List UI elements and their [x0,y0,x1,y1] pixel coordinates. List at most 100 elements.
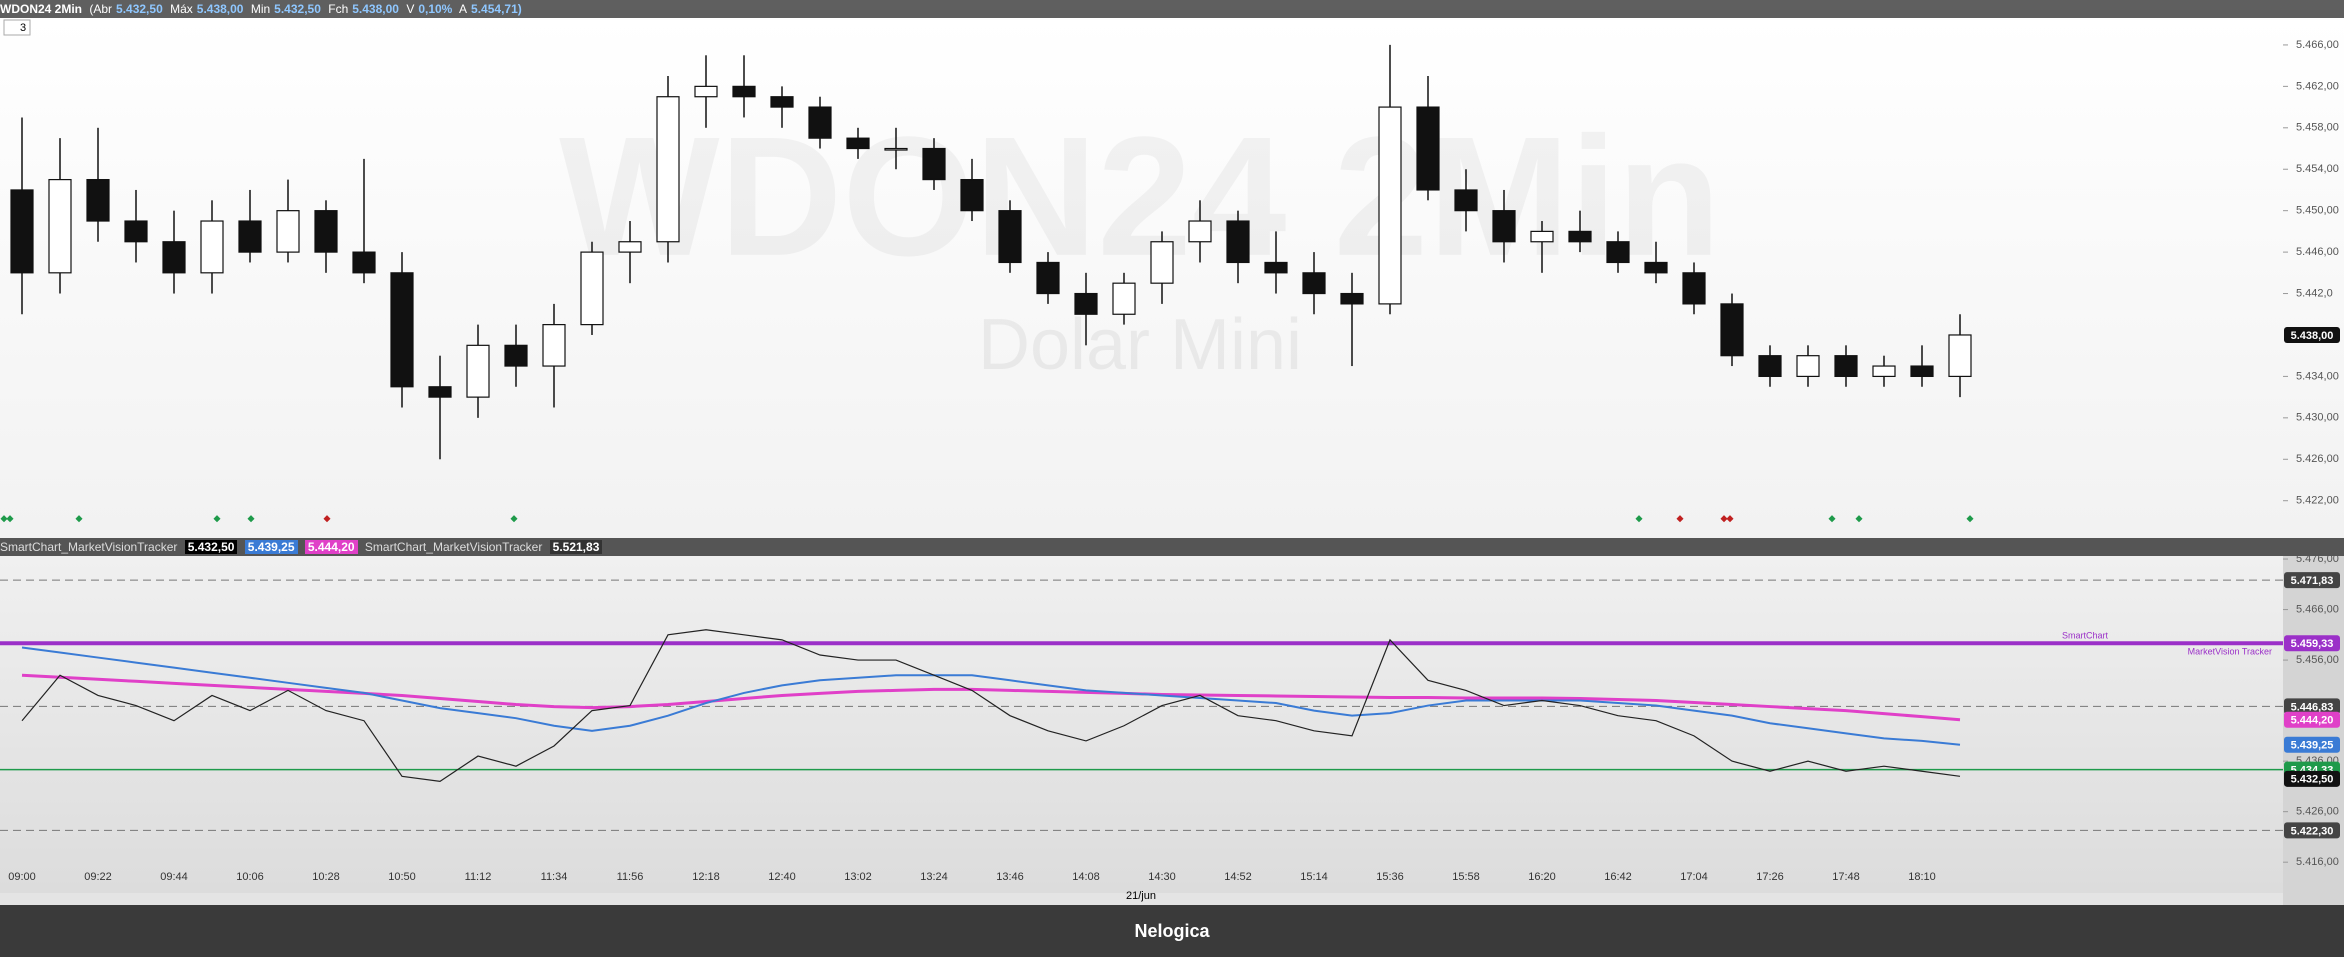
value: 5.438,00 [196,2,244,16]
candle-body [1492,210,1516,243]
x-tick-label: 14:08 [1072,871,1100,883]
period[interactable]: 3 [20,22,26,34]
y-tick-label: 5.426,00 [2296,806,2339,818]
candle-body [846,137,870,150]
candle-body [1682,272,1706,305]
candle-body [504,344,528,367]
label: Máx [170,2,193,16]
label: Fch [328,2,349,16]
candle-body [86,178,110,222]
candle-body [1416,106,1440,191]
y-tick-label: 5.466,00 [2296,603,2339,615]
indicator-name: SmartChart_MarketVisionTracker [364,540,543,554]
y-tick-label: 5.434,00 [2296,370,2339,382]
value: 5.438,00 [352,2,399,16]
series-line [21,646,1961,746]
value: 5.521,83 [549,540,603,554]
price-tag [2284,770,2340,787]
y-tick-label: 5.476,00 [2296,553,2339,565]
price-tag-label: 5.444,20 [2291,715,2334,727]
candle-body [580,251,604,326]
price-tag [2284,572,2340,589]
candle-body [1264,261,1288,274]
candle-body [1948,334,1972,378]
price-tag [2284,711,2340,728]
y-tick-label: 5.430,00 [2296,412,2339,424]
candle-body [1644,261,1668,274]
candle-body [808,106,832,139]
x-tick-label: 11:56 [617,871,644,883]
x-tick-label: 17:26 [1756,871,1784,883]
value: 0,10% [418,2,453,16]
candle-body [1568,230,1592,243]
candle-body [1834,355,1858,378]
candle-body [1302,272,1326,295]
y-tick-label: 5.442,0 [2296,287,2333,299]
y-tick-label: 5.458,00 [2296,122,2339,134]
y-tick-label: 5.426,00 [2296,453,2339,465]
price-tag-label: 5.459,33 [2291,638,2334,650]
candle-body [466,344,490,398]
series-line [21,629,1961,782]
candle-body [238,220,262,253]
footer-logo: Nelogica [0,905,2344,957]
candle-body [428,386,452,398]
candle-body [1074,292,1098,315]
candle-body [1454,189,1478,212]
candle-body [732,85,756,98]
y-tick-label: 5.466,00 [2296,39,2339,51]
candle-body [1340,292,1364,305]
y-tick-label: 5.422,00 [2296,495,2339,507]
candle-body [276,210,300,253]
x-tick-label: 17:04 [1680,871,1708,883]
candle-body [162,241,186,274]
candle-body [352,251,376,274]
candle-body [1720,303,1744,357]
symbol: WDON24 2Min [0,2,83,16]
value: 5.454,71) [471,2,522,16]
indicator-pane [0,556,2283,893]
price-tag [2284,698,2340,715]
price-tag [2284,635,2340,652]
indicator-bar: SmartChart_MarketVisionTracker 5.432,50 … [0,538,2344,556]
period-select[interactable] [3,19,31,36]
y-tick-label: 5.456,00 [2296,654,2339,666]
last-price-tag [2284,326,2340,343]
candle-body [314,210,338,253]
price-tag-label: 5.432,50 [2291,774,2334,786]
x-tick-label: 13:24 [920,871,948,883]
price-tag-label: 5.471,83 [2291,575,2334,587]
x-tick-label: 10:28 [312,871,340,883]
label: A [459,2,468,16]
candle-body [960,178,984,212]
x-tick-label: 18:10 [1908,871,1936,883]
x-tick-label: 12:40 [768,871,796,883]
candle-body [1758,355,1782,378]
value: 5.432,50 [116,2,163,16]
x-tick-label: 13:02 [844,871,872,883]
candle-body [1378,106,1402,305]
label: Min [250,2,271,16]
candle-body [1150,241,1174,284]
candle-body [694,85,718,98]
candle-body [922,147,946,181]
series-line [21,673,1961,722]
candle-body [884,147,908,151]
candle-body [998,210,1022,264]
x-tick-label: 14:30 [1148,871,1176,883]
candle-body [200,220,224,274]
x-tick-label: 09:44 [160,871,188,883]
x-tick-label: 17:48 [1832,871,1860,883]
y-tick-label: 5.446,00 [2296,246,2339,258]
price-tag-label: 5.446,83 [2291,701,2334,713]
x-tick-label: 13:46 [996,871,1024,883]
price-tag-label: 5.439,25 [2291,740,2334,752]
x-tick-label: 16:20 [1528,871,1556,883]
last-price-label: 5.438,00 [2291,330,2334,342]
candle-body [1872,365,1896,378]
watermark-sub: Dolar Mini [978,305,1302,385]
price-axis [2283,556,2344,905]
value: 5.432,50 [184,540,238,554]
candle-body [1226,220,1250,264]
